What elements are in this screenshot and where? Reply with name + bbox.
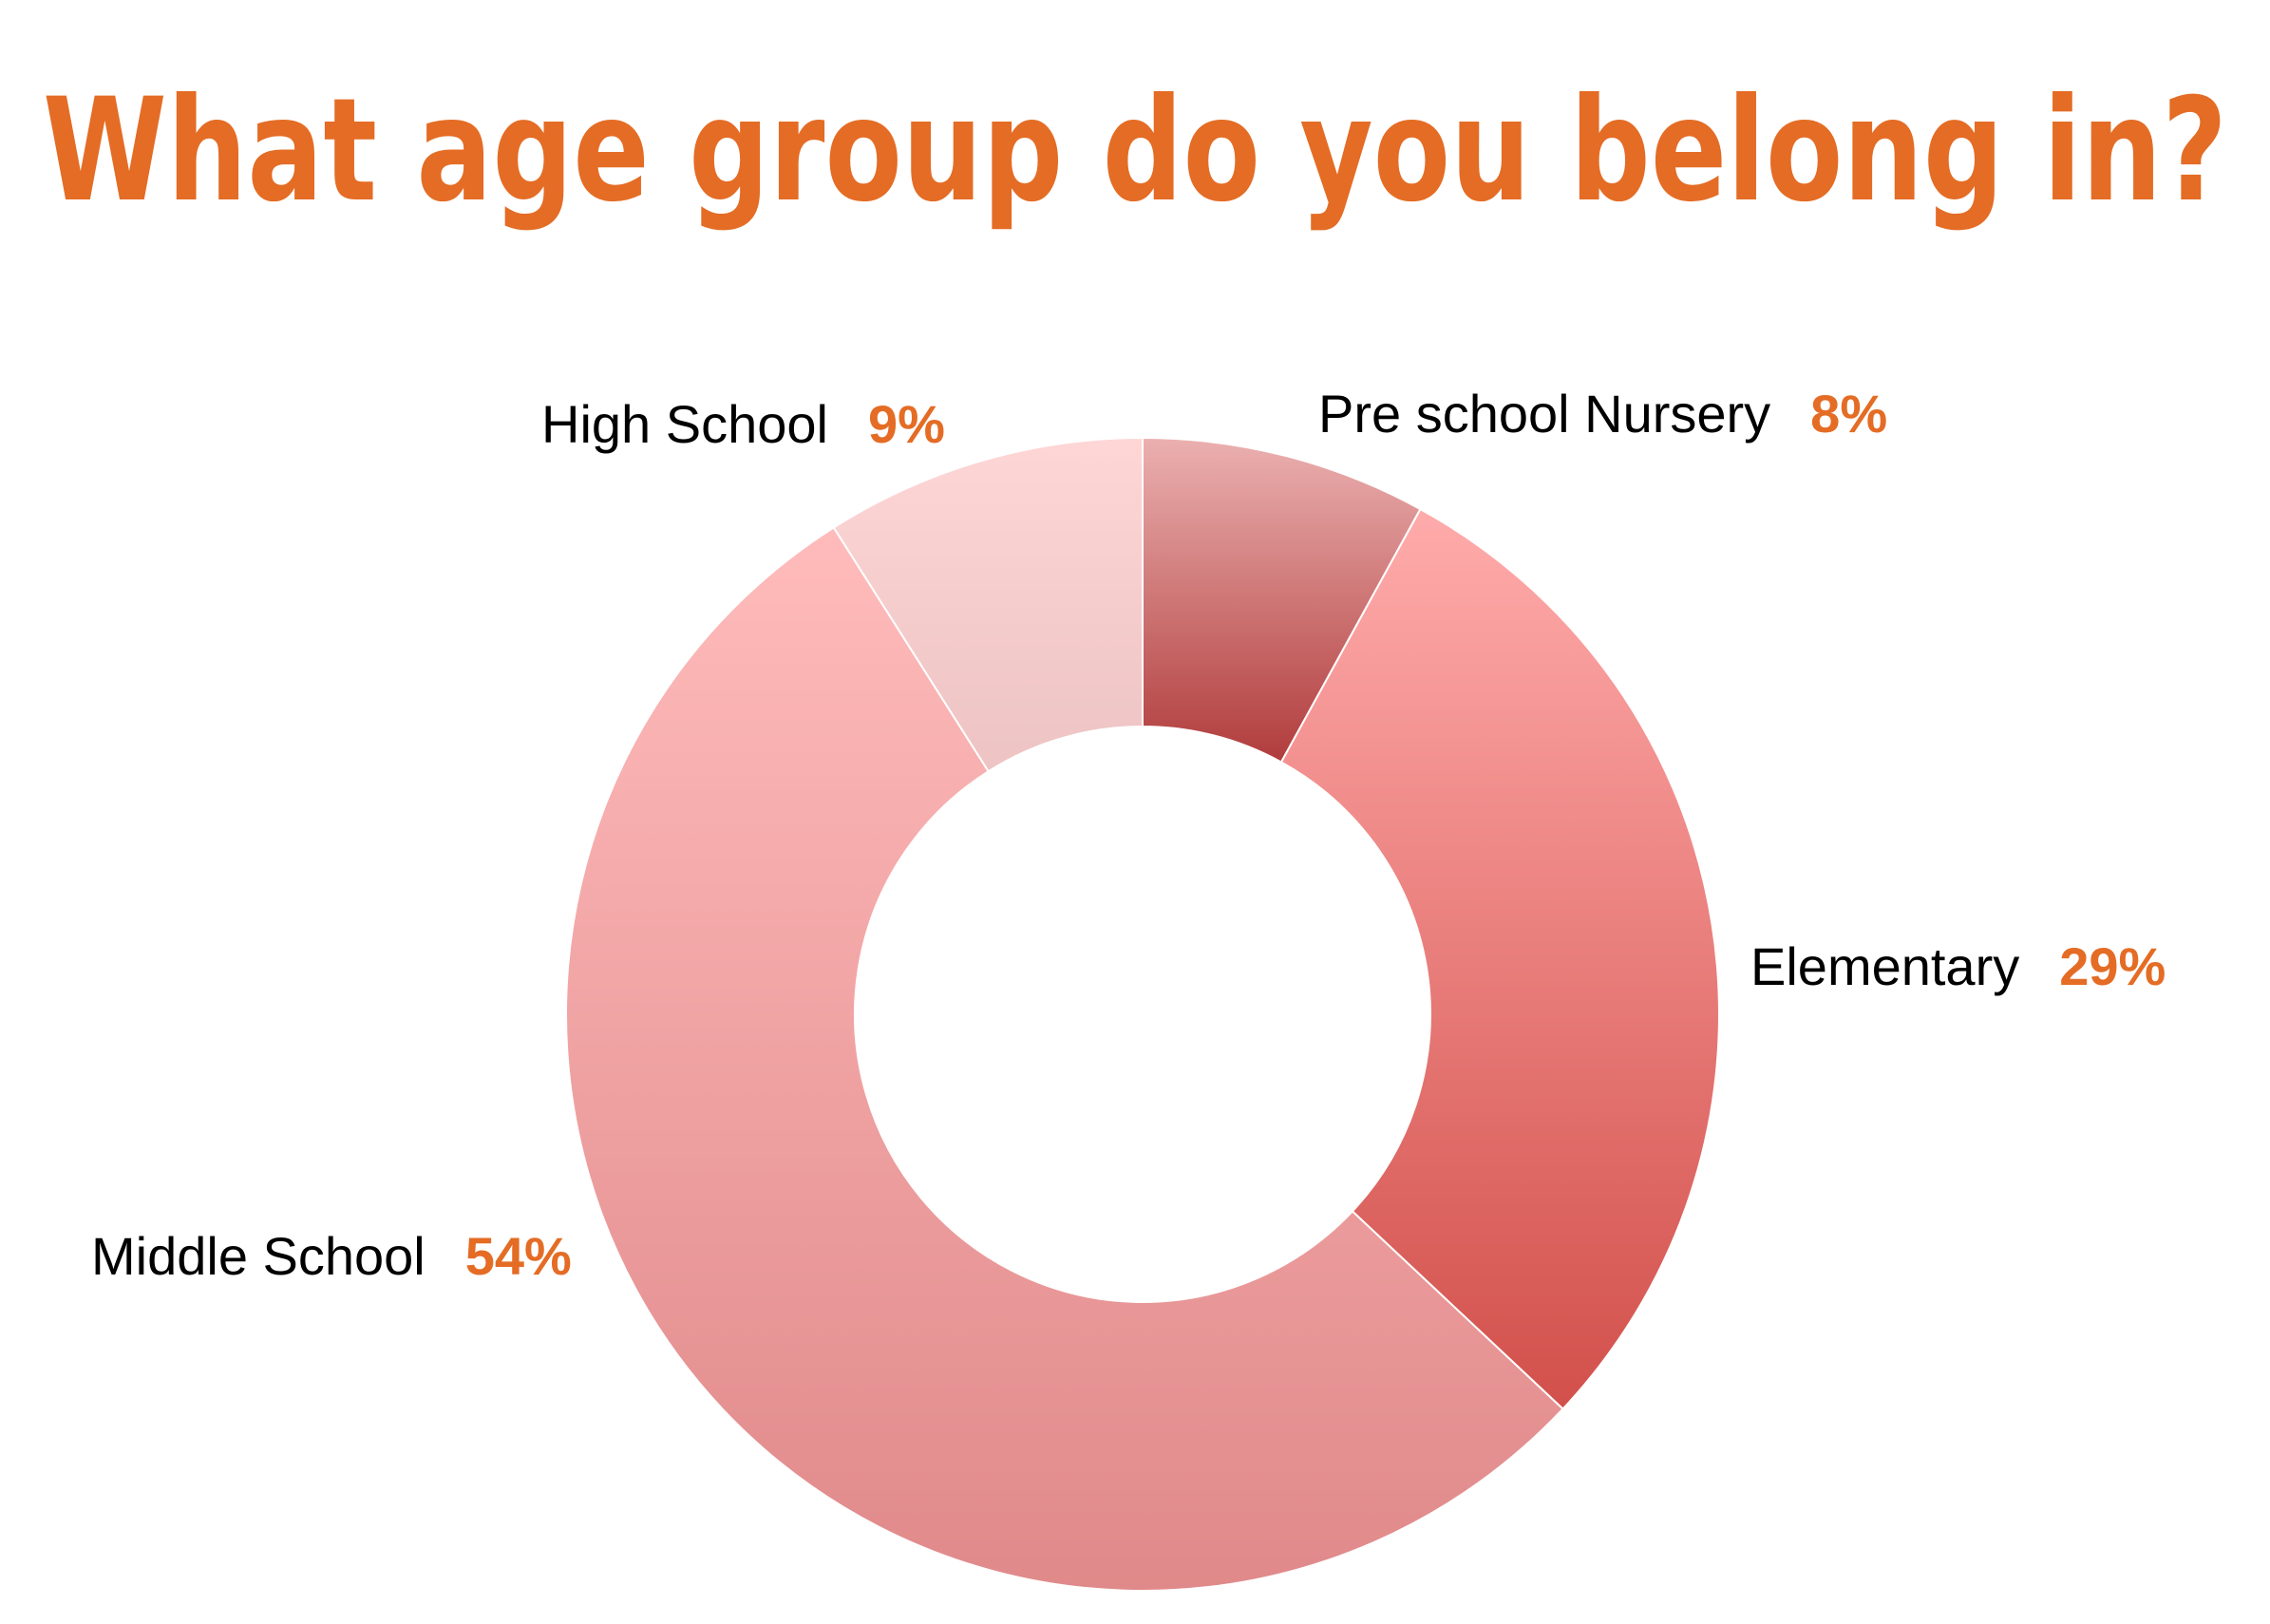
slice-high-school: [832, 436, 1144, 773]
slice-elementary: [1279, 507, 1720, 1410]
slice-category-label: Middle School: [91, 1226, 426, 1286]
slice-label: High School 9%: [541, 394, 945, 454]
slice-category-label: High School: [541, 394, 828, 454]
slice-middle-school: [564, 526, 1564, 1592]
slice-category-label: Elementary: [1750, 936, 2019, 996]
slice-label: Middle School 54%: [91, 1226, 572, 1286]
slice-labels: Pre school Nursery 8% Elementary 29% Middle …: [91, 384, 2166, 1286]
slice-value-label: 29%: [2059, 936, 2166, 996]
slice-value-label: 9%: [868, 394, 945, 454]
donut-slices: [564, 436, 1720, 1592]
slice-label: Elementary 29%: [1750, 936, 2166, 996]
slice-value-label: 54%: [465, 1226, 572, 1286]
chart-title: What age group do you belong in?: [43, 68, 2227, 234]
slice-value-label: 8%: [1810, 384, 1887, 444]
slice-label: Pre school Nursery 8%: [1318, 384, 1887, 444]
slice-category-label: Pre school Nursery: [1318, 384, 1770, 444]
